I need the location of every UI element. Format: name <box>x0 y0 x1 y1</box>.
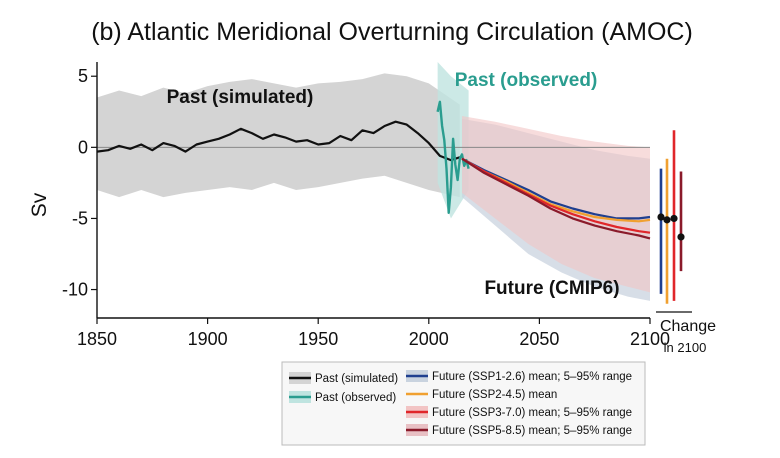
y-tick-label: 5 <box>78 66 88 86</box>
change-sublabel: in 2100 <box>664 340 707 355</box>
x-tick-label: 2000 <box>409 329 449 349</box>
series-line-5 <box>461 157 651 240</box>
x-tick-label: 2100 <box>630 329 670 349</box>
annotation-future: Future (CMIP6) <box>484 278 619 299</box>
change-mean-dot <box>663 216 671 224</box>
change-label: Change <box>660 318 716 335</box>
y-tick-label: -10 <box>62 280 88 300</box>
x-tick-label: 1850 <box>77 329 117 349</box>
legend: Past (simulated) Past (observed) Future (S… <box>281 361 646 446</box>
series-lines <box>96 100 651 240</box>
legend-label: Past (simulated) <box>315 373 398 385</box>
legend-label: Future (SSP2-4.5) mean <box>432 389 557 401</box>
legend-label: Future (SSP1-2.6) mean; 5–95% range <box>432 371 632 383</box>
x-tick-label: 2050 <box>519 329 559 349</box>
x-tick-label: 1900 <box>188 329 228 349</box>
change-mean-dot <box>670 214 678 223</box>
axes: 5 0 -5 -10 1850 1900 1950 2000 2050 2100 <box>62 62 670 349</box>
annotation-past-simulated: Past (simulated) <box>167 87 314 108</box>
series-line-4 <box>461 157 651 234</box>
change-mean-dot <box>677 233 685 241</box>
x-tick-label: 1950 <box>298 329 338 349</box>
legend-label: Future (SSP5-8.5) mean; 5–95% range <box>432 425 632 437</box>
series-line-1 <box>436 100 470 214</box>
series-line-0 <box>96 120 461 162</box>
y-tick-label: -5 <box>72 208 88 228</box>
change-2100-panel <box>656 130 692 313</box>
chart-title: (b) Atlantic Meridional Overturning Circ… <box>91 18 693 46</box>
legend-label: Future (SSP3-7.0) mean; 5–95% range <box>432 407 632 419</box>
legend-box <box>281 361 646 446</box>
series-line-2 <box>461 157 651 220</box>
annotation-past-observed: Past (observed) <box>455 70 598 91</box>
change-mean-dot <box>657 213 665 221</box>
y-tick-label: 0 <box>78 137 88 157</box>
legend-label: Past (observed) <box>315 392 396 404</box>
y-axis-label: Sv <box>28 192 51 217</box>
